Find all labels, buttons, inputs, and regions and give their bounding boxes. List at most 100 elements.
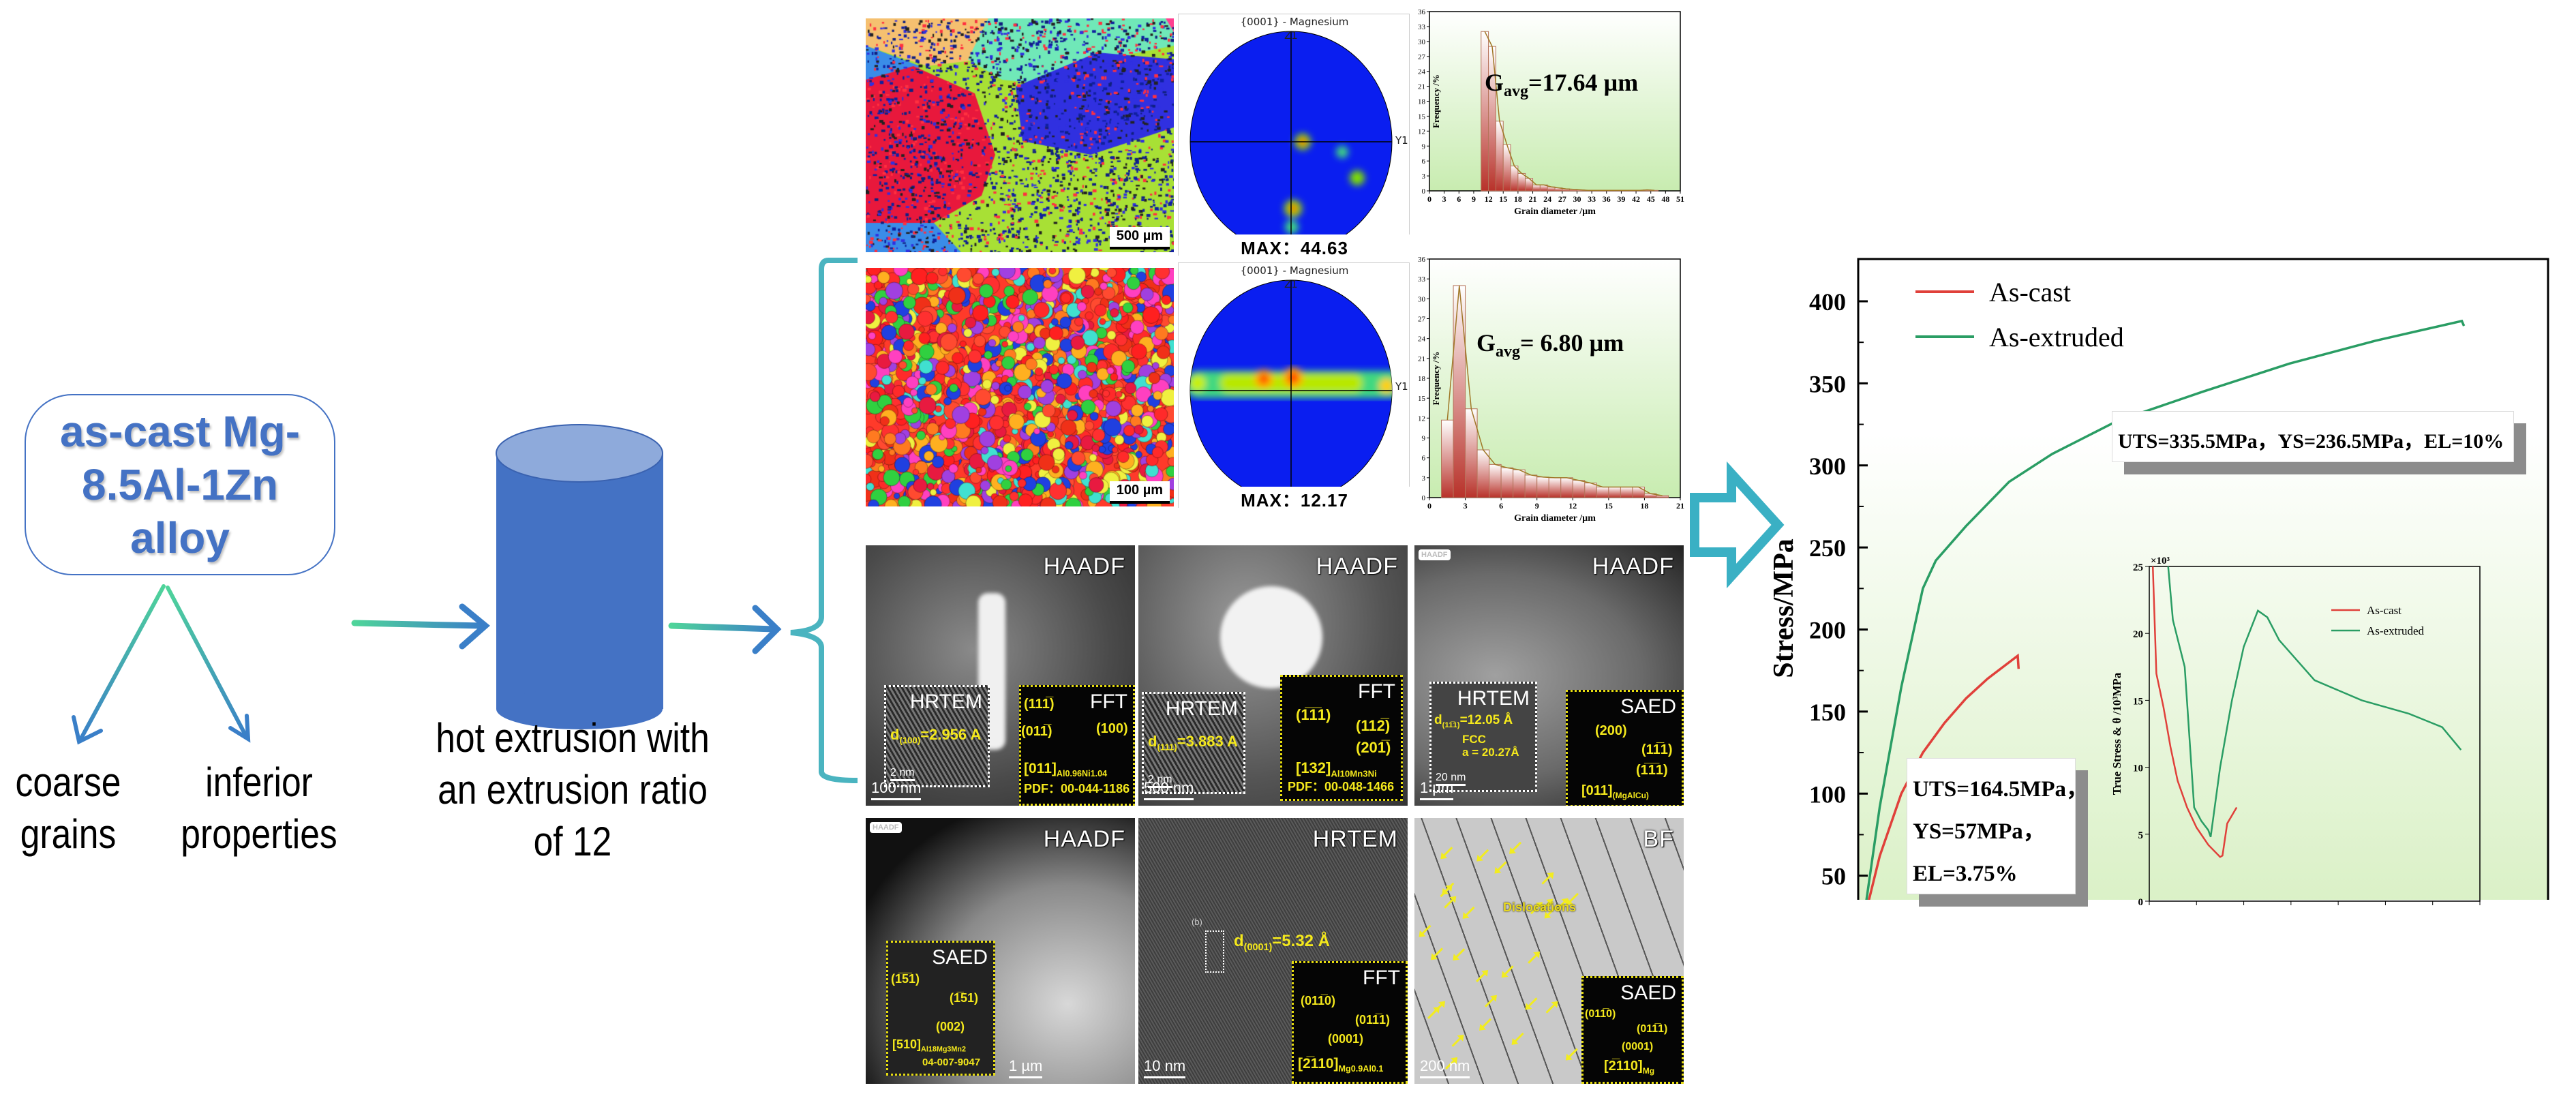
distribution-curve [1484,31,1655,192]
x-tick-label: 21 [1676,501,1684,511]
mode-tag: HAADF [870,822,902,833]
arrow-marker-icon [1476,849,1489,862]
x-tick-label: 6 [1457,194,1461,204]
gavg-symbol: G [1485,69,1504,96]
histogram-bar [1532,184,1541,192]
strain-hardening-inset-chart: 05101520250.000.020.040.060.080.100.120.… [2110,556,2481,907]
histogram-bar [1453,285,1466,498]
arrow-marker-icon [1556,898,1569,911]
arrow-head [1561,898,1569,905]
z-axis-label: Z1 [1284,278,1298,290]
inset-title: SAED [932,946,988,969]
distribution-curve [1446,285,1663,496]
arrow-marker-icon [1544,906,1557,919]
x-tick-label: 15 [1499,194,1507,204]
x-tick-label: 45 [1647,194,1655,204]
series-line-as-cast [2151,566,2238,858]
y-axis-label: True Stress & θ /10³MPa [2110,672,2123,795]
histogram-bar [1510,165,1519,192]
y-tick-label: 18 [1418,375,1426,383]
y-axis-label: Frequency /% [1431,352,1441,406]
y-tick-label: 10 [2133,763,2143,774]
y-tick-label: 33 [1418,23,1426,31]
spot-label: (011̅1) [1637,1023,1668,1035]
x-tick-label: 15 [1605,501,1613,511]
histogram-bar [1608,486,1621,498]
histogram-bar [1524,474,1538,498]
y-tick-label: 350 [1809,370,1846,397]
coarse-grains-label: coarse grains [15,759,121,857]
histogram-bar [1572,480,1586,498]
fft-inset: FFT (1̅1̅1) (112̅) (201̅) [132]Al10Mn3Ni… [1280,675,1403,801]
arrow-head [1431,953,1438,960]
arrow-to-extrusion [351,603,490,650]
x-tick-label: 9 [1535,501,1539,511]
as-cast-ys: YS=57MPa， [1913,819,2046,844]
inset-title: HRTEM [909,691,982,713]
y-tick-label: 12 [1418,414,1425,423]
saed-inset: SAED (200) (11̅1) (1̅1̅1) [011](MgAlCu) [1566,690,1684,806]
arrow-marker-icon [1528,951,1541,964]
y-tick-label: 0 [2138,897,2144,907]
y-tick-label: 15 [1418,395,1426,403]
x-tick-label: 27 [1558,194,1566,204]
x-tick-label: 24 [1543,194,1551,204]
hrtem-inset: HRTEM d(100)=2.956 A 2 nm [884,685,990,787]
x-tick-label: 42 [1632,194,1640,204]
zone-axis: [510]Al18Mg3Mn2 [892,1037,967,1054]
y-axis-label: Y1 [1395,134,1408,147]
spot-label: (11̅1) [1641,742,1673,757]
tem-panel-4: HAADF HAADF SAED (1̅5̅1) (1̅51) (002) [5… [866,818,1135,1084]
hollow-arrow-icon [1690,461,1785,589]
x-axis-label: Grain diameter /µm [1514,513,1596,524]
zone-axis: [011]Al0.96Ni1.04 [1024,761,1108,779]
pole-figure-as-extruded: {0001} - Magnesium Z1 Y1 MAX：12.17 [1178,262,1410,512]
histogram-bar [1584,483,1597,498]
as-cast-el: EL=3.75% [1913,862,2018,886]
spot-label: (011̅1) [1355,1013,1391,1027]
histogram-bar [1620,486,1633,498]
imaging-mode: HAADF [1592,554,1674,579]
y-tick-label: 36 [1418,8,1426,16]
legend-label: As-cast [2367,604,2401,617]
spot-label: (0001) [1328,1032,1364,1046]
y-axis-label: Y1 [1395,380,1408,393]
cylinder-icon [496,424,663,729]
tem-panel-3: HAADF HAADF HRTEM d(11̅1)=12.05 Å FCC a … [1414,545,1684,806]
arrow-marker-icon [1525,997,1538,1010]
arrow-marker-icon [1444,896,1457,909]
y-tick-label: 15 [1418,112,1426,121]
pdf-card: PDF：00-044-1186 [1024,782,1130,795]
arrow-head [1533,951,1541,958]
x-tick-label: 30 [1573,194,1581,204]
dislocations-label: Dislocations [1503,900,1577,914]
dislocation-arrows [1419,841,1579,1070]
gavg-subscript: avg [1504,82,1529,101]
x-axis-label: Grain diameter /µm [1514,207,1596,217]
arrow-head [1462,911,1470,919]
histogram-bar [1513,469,1526,498]
spot-label: (1̅5̅1) [891,972,920,986]
x-tick-label: 3 [1442,194,1446,204]
arrow-head [1453,954,1460,961]
spot-label: (112̅) [1356,717,1391,734]
histogram-bar [1632,486,1645,498]
y-tick-label: 400 [1809,288,1846,316]
ebsd-map-as-cast: 500 µm [866,18,1174,252]
y-axis-label: Stress/MPa [1772,539,1800,678]
z-axis-label: Z1 [1284,29,1298,42]
curly-bracket [790,258,858,783]
y-tick-label: 250 [1809,534,1846,562]
ebsd-ipf-map-coarse [866,18,1174,252]
histogram-bar [1495,121,1504,192]
series-line-as-extruded [1865,319,2466,900]
y-tick-label: 50 [1821,863,1846,890]
spot-label: (111̅) [1024,697,1055,712]
x-tick-label: 18 [1640,501,1648,511]
y-axis-label: Frequency /% [1431,74,1441,128]
imaging-mode: HAADF [1043,554,1125,579]
y-tick-label: 27 [1418,53,1426,61]
series-line-as-extruded [2167,566,2462,838]
